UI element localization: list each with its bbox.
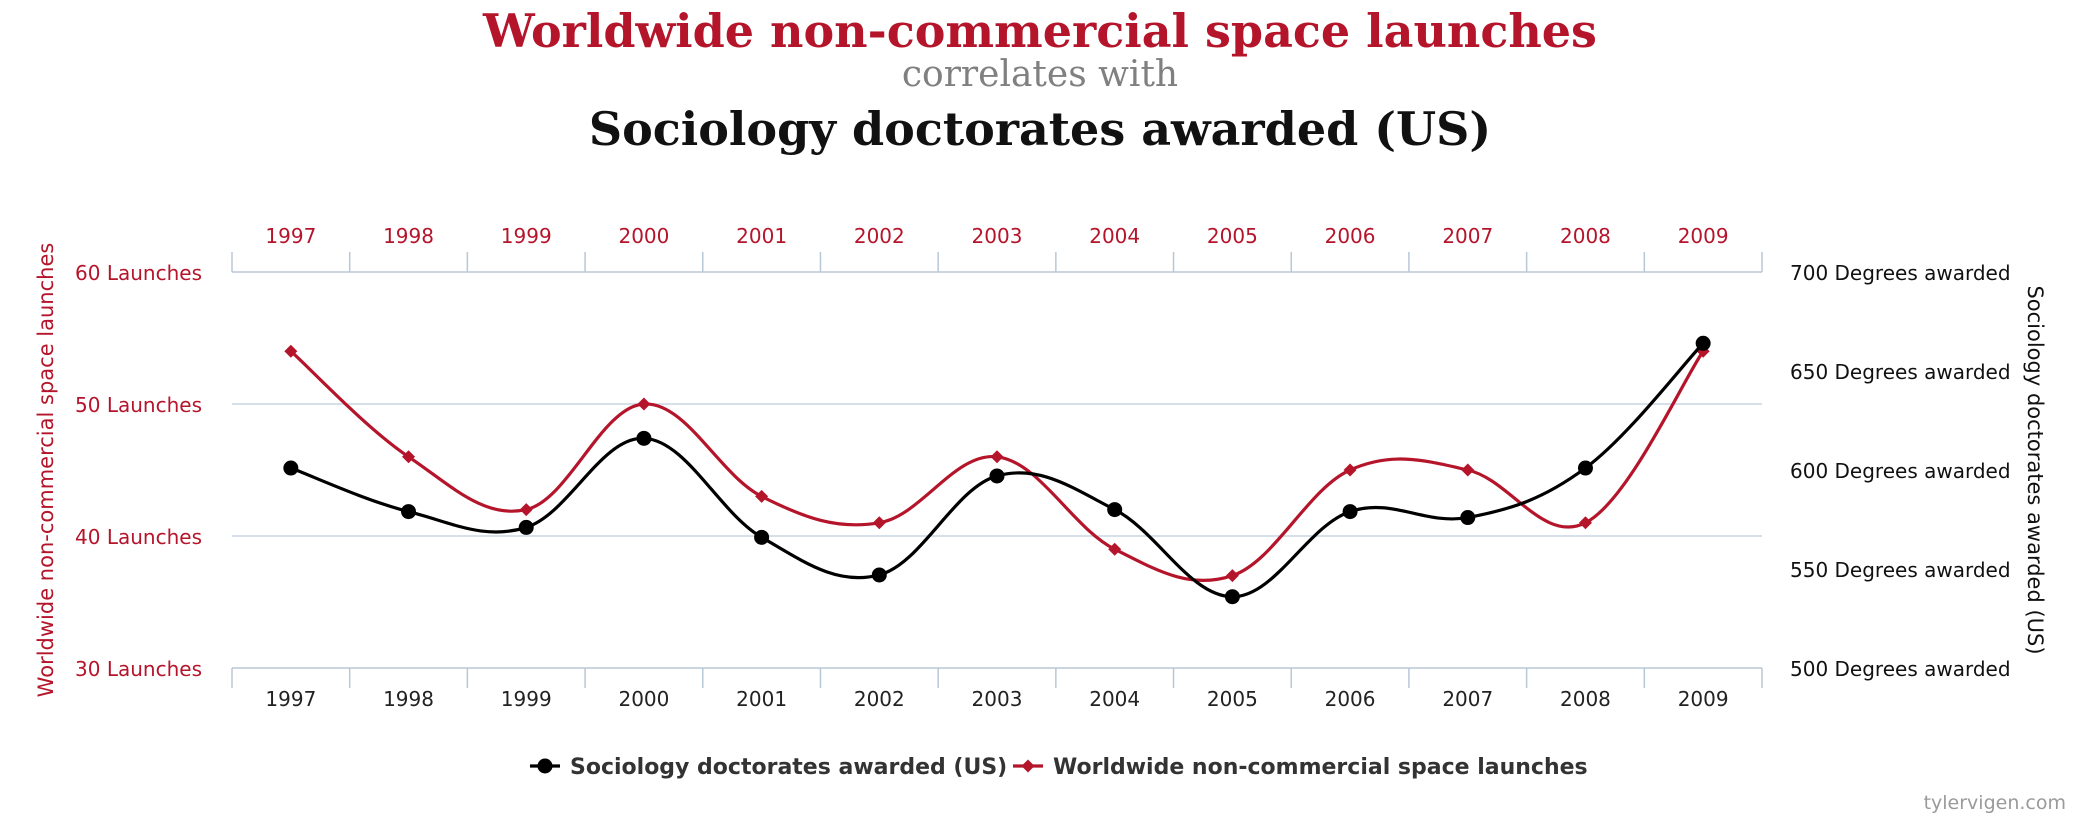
bottom-x-tick-label: 2002: [854, 687, 905, 711]
left-y-tick-label: 50 Launches: [75, 393, 202, 417]
legend-launches-label: Worldwide non-commercial space launches: [1053, 755, 1588, 780]
launches-point: [519, 503, 533, 517]
right-y-tick-label: 550 Degrees awarded: [1790, 558, 2011, 582]
chart-title: Worldwide non-commercial space launches: [483, 4, 1597, 58]
bottom-x-tick-label: 2000: [618, 687, 669, 711]
doctorates-point: [1342, 504, 1358, 520]
right-y-tick-label: 500 Degrees awarded: [1790, 657, 2011, 681]
left-y-tick-label: 40 Launches: [75, 525, 202, 549]
launches-point: [1225, 569, 1239, 583]
legend-launches-marker: [1021, 759, 1035, 773]
top-x-tick-label: 2008: [1560, 224, 1611, 248]
launches-point: [1461, 463, 1475, 477]
top-x-tick-label: 2009: [1678, 224, 1729, 248]
doctorates-point: [989, 468, 1005, 484]
bottom-x-tick-label: 2001: [736, 687, 787, 711]
launches-series-line: [289, 350, 1705, 583]
launches-point: [872, 516, 886, 530]
launches-point: [1108, 542, 1122, 556]
top-x-tick-label: 1997: [265, 224, 316, 248]
bottom-x-tick-label: 2006: [1325, 687, 1376, 711]
top-x-tick-label: 2000: [618, 224, 669, 248]
bottom-x-tick-label: 2007: [1442, 687, 1493, 711]
right-y-tick-label: 600 Degrees awarded: [1790, 459, 2011, 483]
bottom-x-tick-label: 2008: [1560, 687, 1611, 711]
bottom-x-tick-label: 1997: [265, 687, 316, 711]
chart-subtitle: Sociology doctorates awarded (US): [588, 102, 1492, 156]
top-x-tick-label: 2003: [972, 224, 1023, 248]
top-x-tick-label: 2001: [736, 224, 787, 248]
left-y-tick-label: 30 Launches: [75, 657, 202, 681]
doctorates-point: [636, 430, 652, 446]
top-x-tick-label: 2005: [1207, 224, 1258, 248]
doctorates-point: [1695, 335, 1711, 351]
bottom-x-tick-label: 2003: [972, 687, 1023, 711]
legend-doctorates-label: Sociology doctorates awarded (US): [570, 755, 1007, 780]
right-y-tick-label: 700 Degrees awarded: [1790, 261, 2011, 285]
right-y-tick-label: 650 Degrees awarded: [1790, 360, 2011, 384]
top-x-tick-label: 1999: [501, 224, 552, 248]
bottom-x-tick-label: 2009: [1678, 687, 1729, 711]
doctorates-point: [1224, 589, 1240, 605]
launches-point: [755, 489, 769, 503]
launches-point: [1343, 463, 1357, 477]
doctorates-point: [1460, 510, 1476, 526]
bottom-x-tick-label: 1999: [501, 687, 552, 711]
doctorates-point: [283, 460, 299, 476]
top-x-tick-label: 2006: [1325, 224, 1376, 248]
left-y-tick-label: 60 Launches: [75, 261, 202, 285]
credit-text: tylervigen.com: [1923, 792, 2066, 814]
bottom-x-tick-label: 2005: [1207, 687, 1258, 711]
doctorates-point: [518, 519, 534, 535]
launches-point: [990, 450, 1004, 464]
top-x-tick-label: 1998: [383, 224, 434, 248]
chart-connector: correlates with: [901, 54, 1179, 95]
left-axis-title: Worldwide non-commercial space launches: [34, 243, 58, 698]
right-axis-title: Sociology doctorates awarded (US): [2023, 285, 2047, 654]
launches-point: [637, 397, 651, 411]
launches-point: [284, 344, 298, 358]
doctorates-point: [871, 567, 887, 583]
top-x-tick-label: 2007: [1442, 224, 1493, 248]
doctorates-point: [401, 504, 417, 520]
doctorates-point: [1577, 460, 1593, 476]
top-x-tick-label: 2004: [1089, 224, 1140, 248]
doctorates-point: [1107, 502, 1123, 518]
bottom-x-tick-label: 2004: [1089, 687, 1140, 711]
launches-point: [402, 450, 416, 464]
bottom-x-tick-label: 1998: [383, 687, 434, 711]
launches-point: [1578, 516, 1592, 530]
top-x-tick-label: 2002: [854, 224, 905, 248]
legend-doctorates-marker: [537, 758, 553, 774]
doctorates-point: [754, 529, 770, 545]
